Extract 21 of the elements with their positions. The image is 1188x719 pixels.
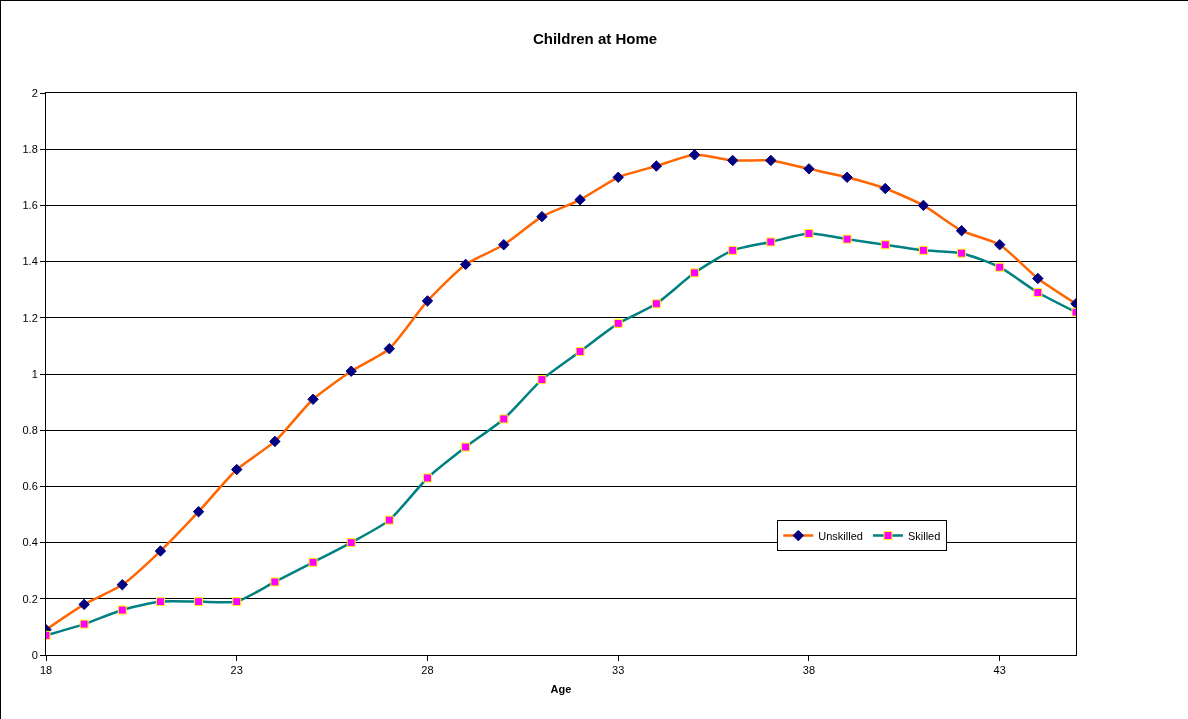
x-tick-label: 18 (39, 664, 53, 677)
x-tick-label: 38 (802, 664, 816, 677)
x-axis-title: Age (550, 683, 572, 696)
y-tick-label: 0.2 (22, 592, 38, 605)
x-tick-label: 28 (421, 664, 434, 677)
y-tick-label: 1.8 (22, 143, 38, 156)
y-tick-label: 0.6 (22, 480, 38, 493)
x-tick-label: 23 (230, 664, 243, 677)
chart-title: Children at Home (532, 29, 658, 47)
legend-label: Skilled (907, 529, 941, 542)
y-tick-label: 1 (31, 367, 38, 380)
y-tick-label: 2 (31, 86, 38, 99)
legend-label: Unskilled (818, 529, 863, 542)
y-tick-label: 1.2 (22, 311, 38, 324)
y-tick-label: 0.8 (22, 424, 38, 437)
x-tick-label: 43 (993, 664, 1006, 677)
y-tick-label: 0.4 (22, 536, 38, 549)
y-tick-label: 0 (31, 648, 38, 661)
y-tick-label: 1.4 (22, 255, 38, 268)
y-tick-label: 1.6 (22, 199, 38, 212)
x-tick-label: 33 (612, 664, 625, 677)
